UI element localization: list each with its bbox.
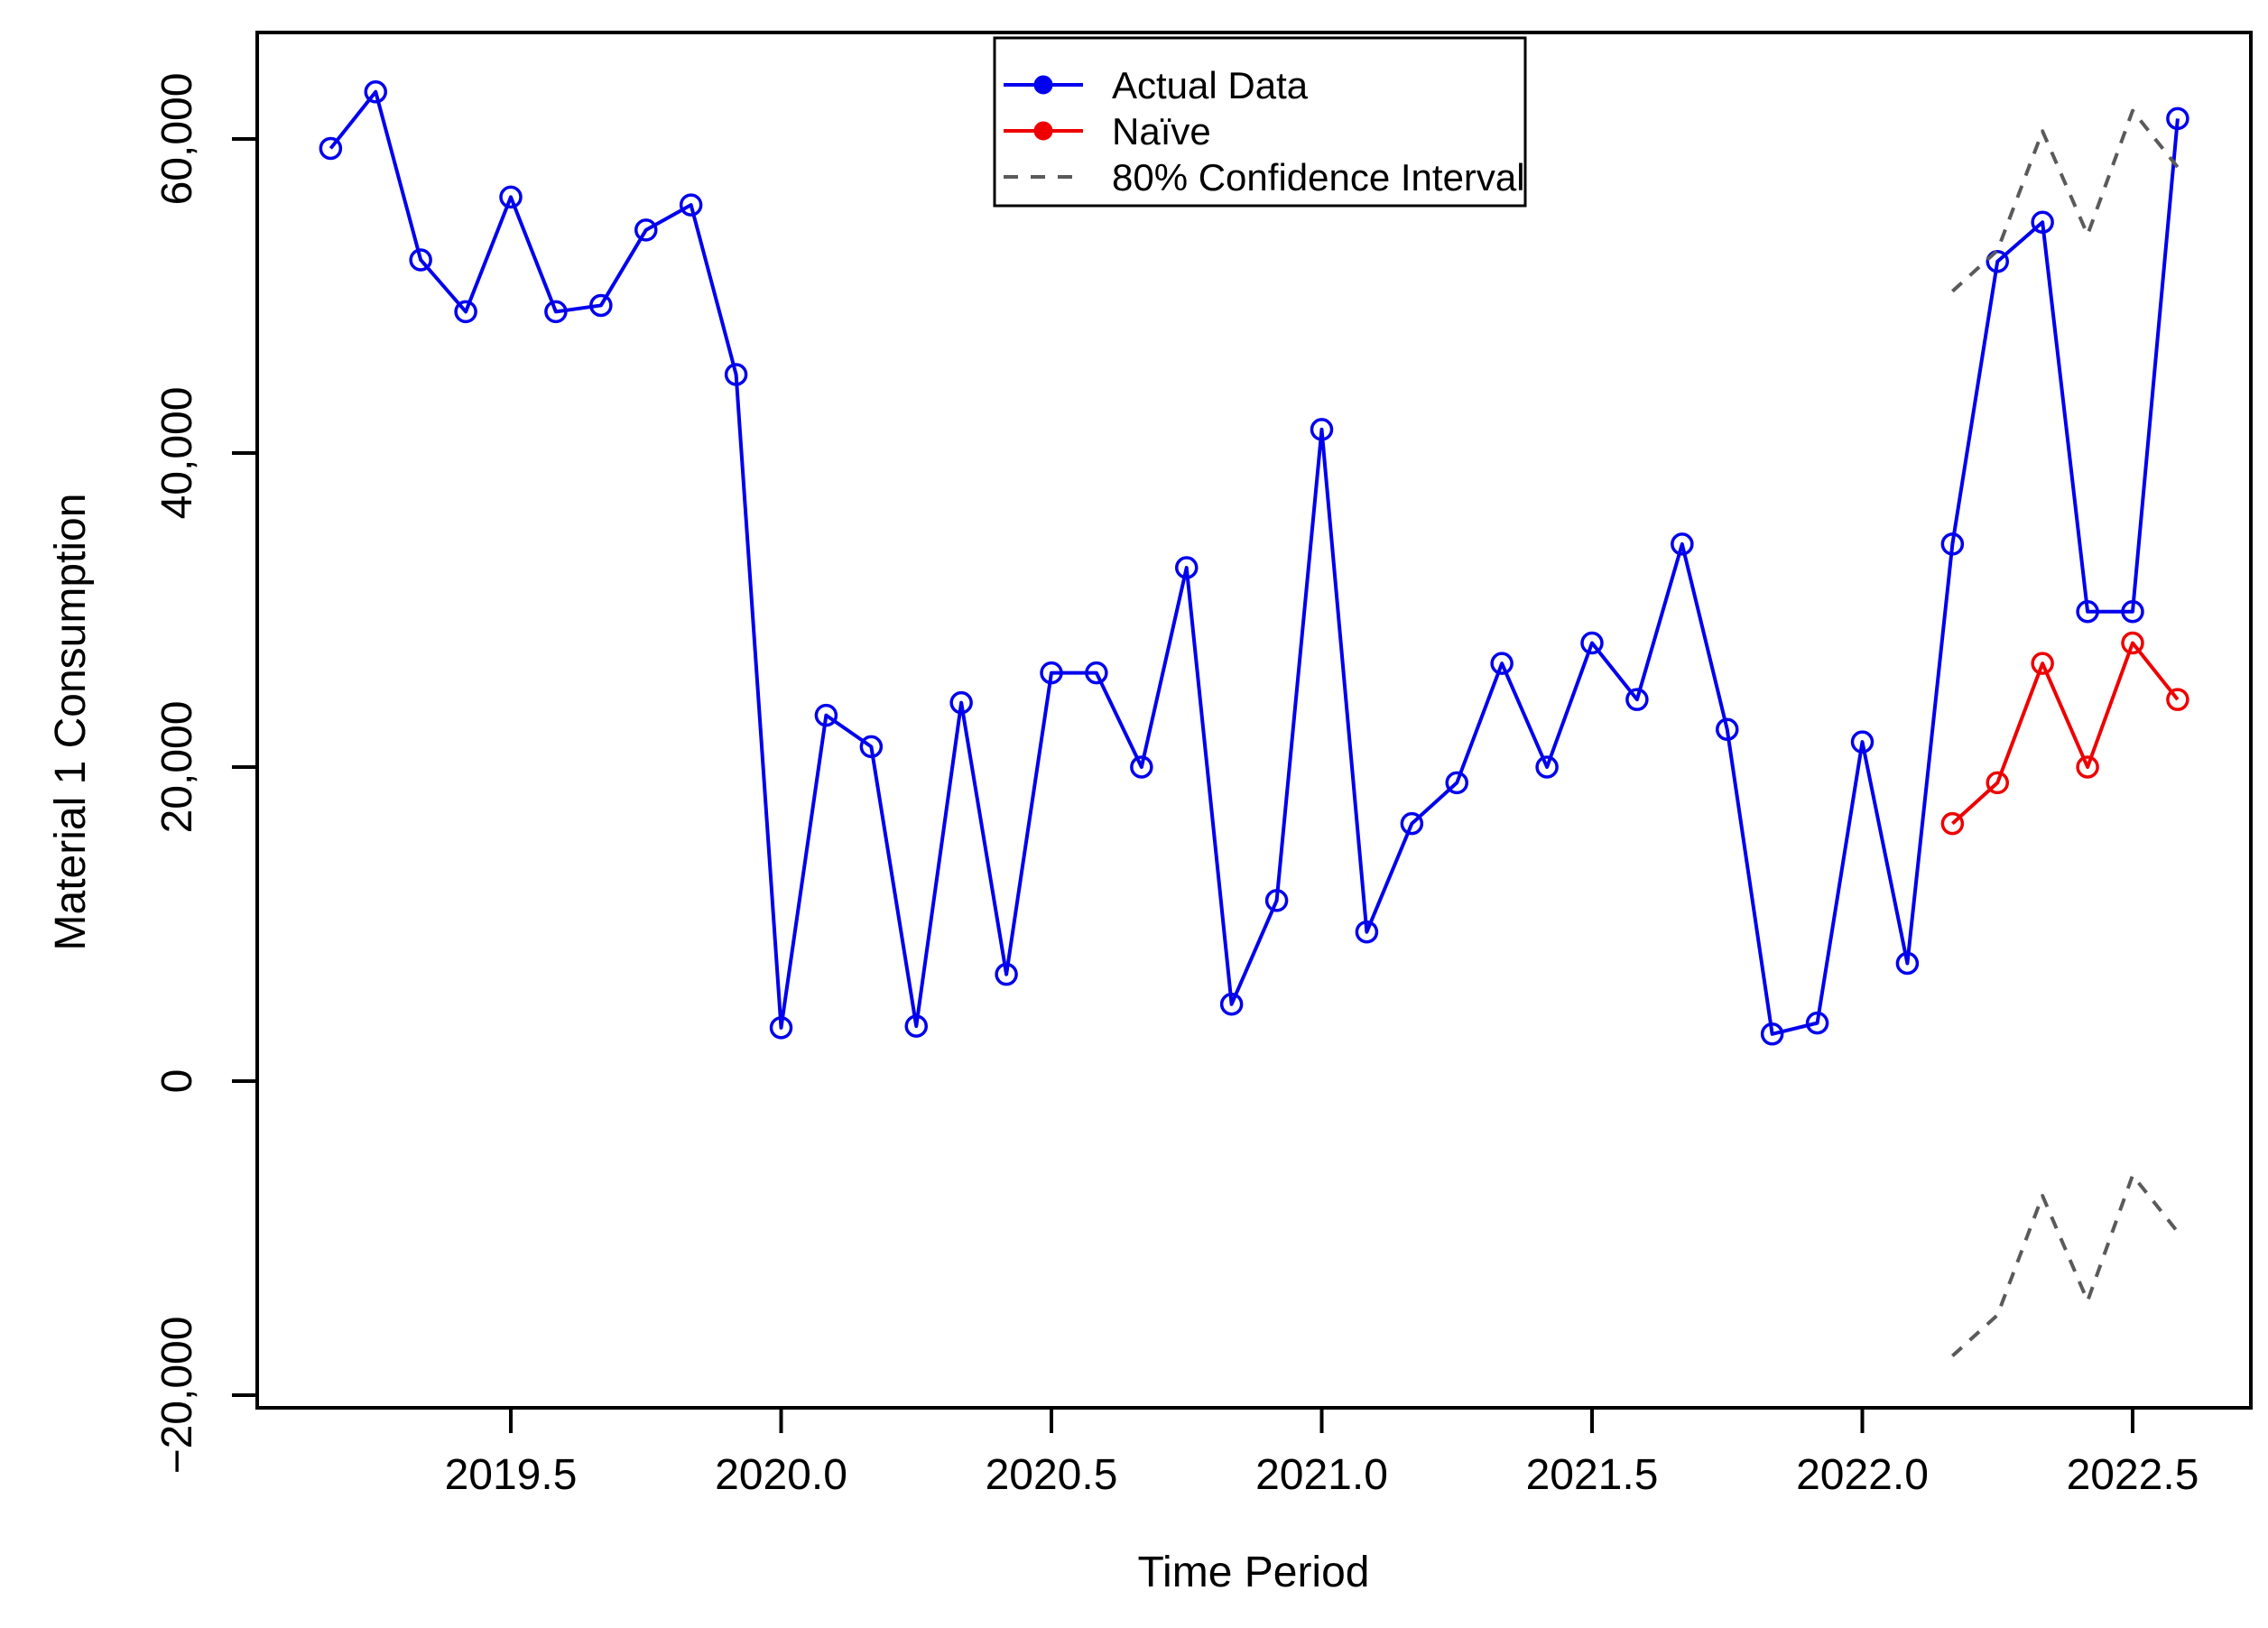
- x-tick-label: 2020.5: [986, 1451, 1118, 1499]
- actual-data-data-point: [724, 363, 748, 386]
- plot-border: [255, 31, 2253, 1410]
- y-tick-label: 40,000: [153, 387, 201, 520]
- actual-data-data-point: [769, 1016, 793, 1040]
- x-tick-label: 2019.5: [445, 1451, 578, 1499]
- x-tick-label: 2021.0: [1255, 1451, 1388, 1499]
- actual-data-data-point: [1130, 755, 1153, 779]
- actual-data-data-point: [1490, 652, 1514, 675]
- actual-data-data-point: [904, 1014, 928, 1038]
- legend-label-actual-data: Actual Data: [1112, 64, 1309, 106]
- 80-confidence-interval-upper-line: [1951, 108, 2180, 293]
- actual-data-data-point: [2166, 106, 2189, 131]
- actual-data-data-point: [2076, 599, 2099, 624]
- x-axis-title: Time Period: [1138, 1549, 1370, 1596]
- actual-data-data-point: [2031, 210, 2054, 234]
- y-axis: 60,000 40,000 20,000 0 −20,000: [153, 73, 257, 1475]
- legend-box: [993, 36, 1527, 208]
- actual-data-data-point: [1175, 556, 1199, 579]
- actual-data-data-point: [1085, 661, 1108, 685]
- na-ve-data-point: [2031, 652, 2054, 675]
- actual-data-data-point: [814, 703, 838, 727]
- actual-data-data-point: [319, 136, 343, 161]
- y-axis-title: Material 1 Consumption: [47, 494, 95, 951]
- actual-data-data-point: [1625, 688, 1649, 711]
- actual-data-data-point: [995, 962, 1018, 986]
- legend-label-na-ve: Naïve: [1112, 110, 1211, 153]
- actual-data-data-point: [1310, 418, 1334, 441]
- actual-data-data-point: [1355, 920, 1379, 944]
- actual-data-data-point: [1940, 532, 1965, 556]
- actual-data-data-point: [499, 185, 523, 209]
- legend-marker-na-ve: [1033, 121, 1053, 141]
- x-tick-label: 2020.0: [715, 1451, 847, 1499]
- actual-data-data-point: [589, 293, 613, 318]
- y-tick-label: 0: [153, 1069, 201, 1094]
- actual-data-data-point: [454, 300, 477, 324]
- legend-entry-na-ve: Naïve: [1004, 110, 1211, 153]
- legend-label-80-confidence-interval: 80% Confidence Interval: [1112, 156, 1525, 199]
- actual-data-data-point: [1986, 249, 2009, 273]
- actual-data-data-point: [1760, 1022, 1784, 1046]
- actual-data-data-point: [364, 80, 387, 104]
- actual-data-data-point: [1040, 661, 1063, 685]
- legend-entry-80-confidence-interval: 80% Confidence Interval: [1004, 156, 1525, 199]
- y-tick-label: 60,000: [153, 73, 201, 206]
- actual-data-data-point: [859, 735, 884, 759]
- data-series-group: [319, 80, 2189, 1357]
- x-tick-label: 2022.5: [2067, 1451, 2199, 1499]
- na-ve-data-point: [2076, 755, 2099, 779]
- actual-data-data-point: [1400, 811, 1424, 836]
- actual-data-data-point: [1671, 532, 1694, 556]
- x-tick-label: 2022.0: [1796, 1451, 1929, 1499]
- y-tick-label: 20,000: [153, 701, 201, 834]
- na-ve-data-point: [1940, 811, 1965, 836]
- y-tick-label: −20,000: [153, 1317, 201, 1475]
- actual-data-data-point: [1895, 951, 1920, 976]
- actual-data-data-point: [949, 690, 973, 715]
- actual-data-data-point: [1805, 1011, 1829, 1035]
- legend-entry-actual-data: Actual Data: [1004, 64, 1309, 106]
- actual-data-data-point: [544, 300, 568, 324]
- na-ve-line: [1951, 641, 2180, 826]
- actual-data-data-point: [1445, 771, 1468, 795]
- actual-data-line: [329, 89, 2180, 1036]
- actual-data-data-point: [1264, 889, 1289, 912]
- actual-data-data-point: [1716, 717, 1739, 741]
- actual-data-data-point: [679, 193, 703, 217]
- x-tick-label: 2021.5: [1526, 1451, 1659, 1499]
- actual-data-data-point: [2121, 599, 2144, 624]
- legend-marker-actual-data: [1033, 75, 1053, 95]
- na-ve-data-point: [1986, 771, 2009, 795]
- na-ve-markers: [1940, 631, 2189, 836]
- actual-data-data-point: [1535, 755, 1559, 779]
- actual-data-data-point: [1219, 992, 1244, 1016]
- 80-confidence-interval-lower-line: [1951, 1173, 2180, 1357]
- actual-data-data-point: [1580, 631, 1604, 655]
- actual-data-data-point: [1850, 730, 1875, 754]
- actual-data-data-point: [634, 218, 658, 242]
- na-ve-data-point: [2121, 631, 2144, 655]
- actual-data-data-point: [409, 248, 432, 272]
- actual-data-markers: [319, 80, 2189, 1046]
- na-ve-data-point: [2166, 688, 2189, 711]
- x-axis: 2019.5 2020.0 2020.5 2021.0 2021.5 2022.0 2022…: [445, 1408, 2199, 1499]
